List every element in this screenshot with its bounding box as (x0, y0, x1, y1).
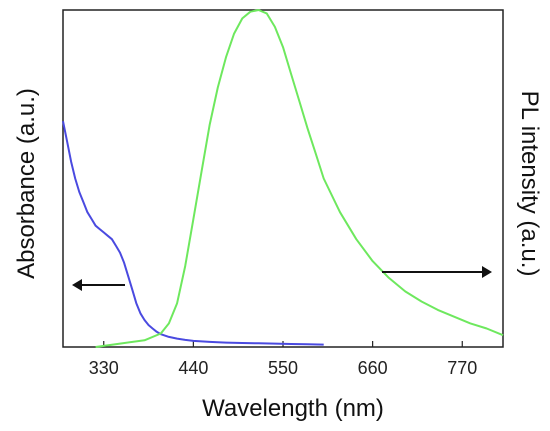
x-tick-label: 660 (358, 358, 388, 378)
series-group (62, 9, 504, 348)
x-tick-label: 550 (268, 358, 298, 378)
x-axis-label: Wavelength (nm) (202, 395, 384, 422)
x-tick-label: 330 (89, 358, 119, 378)
x-tick-label: 770 (447, 358, 477, 378)
absorbance-series-line (62, 121, 324, 346)
x-ticks: 330 440 550 660 770 (89, 341, 477, 378)
left-arrow (72, 279, 125, 291)
plot-frame (62, 9, 504, 348)
x-tick-label: 440 (178, 358, 208, 378)
y-axis-left-label: Absorbance (a.u.) (13, 88, 40, 279)
right-arrow (382, 266, 492, 278)
annotation-arrows (72, 266, 492, 291)
y-axis-right-label: PL intensity (a.u.) (516, 91, 543, 277)
pl-series-line (95, 9, 504, 348)
